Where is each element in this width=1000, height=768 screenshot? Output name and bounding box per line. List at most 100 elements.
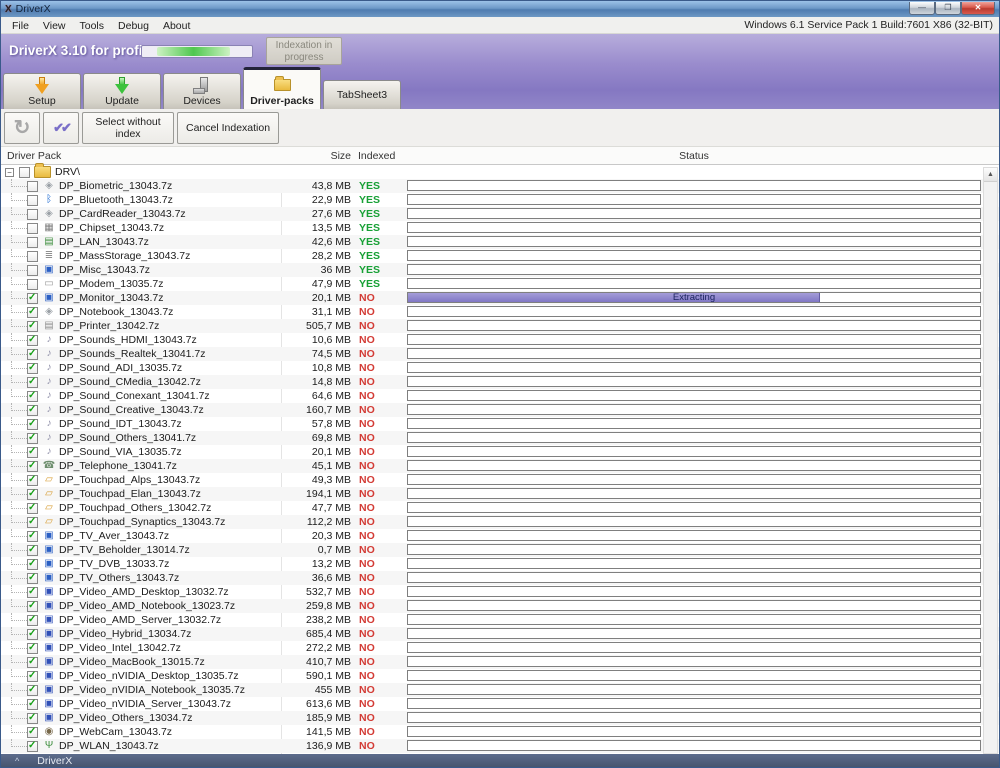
row-checkbox[interactable] <box>27 516 38 528</box>
table-row[interactable]: ▣ DP_Video_nVIDIA_Desktop_13035.7z 590,1 M… <box>1 668 999 683</box>
driver-pack-name[interactable]: DP_Video_nVIDIA_Desktop_13035.7z <box>59 670 239 682</box>
row-checkbox[interactable] <box>27 474 38 486</box>
collapse-caret-icon[interactable]: ^ <box>15 755 20 766</box>
driver-pack-name[interactable]: DP_WebCam_13043.7z <box>59 726 173 738</box>
column-header-driver-pack[interactable]: Driver Pack <box>7 150 62 162</box>
driver-pack-name[interactable]: DP_TV_Aver_13043.7z <box>59 530 170 542</box>
table-row[interactable]: ♪ DP_Sound_Others_13041.7z 69,8 MB NO <box>1 430 999 445</box>
table-row[interactable]: ▣ DP_Misc_13043.7z 36 MB YES <box>1 262 999 277</box>
table-row[interactable]: ♪ DP_Sounds_Realtek_13041.7z 74,5 MB NO <box>1 346 999 361</box>
driver-pack-name[interactable]: DP_WLAN_13043.7z <box>59 740 159 752</box>
table-row[interactable]: ▣ DP_Video_AMD_Server_13032.7z 238,2 MB NO <box>1 612 999 627</box>
tab-tabsheet3[interactable]: TabSheet3 <box>323 80 401 109</box>
menu-item-tools[interactable]: Tools <box>79 20 105 32</box>
driver-pack-name[interactable]: DP_Video_AMD_Server_13032.7z <box>59 614 222 626</box>
driver-pack-name[interactable]: DP_Sound_VIA_13035.7z <box>59 446 182 458</box>
row-checkbox[interactable] <box>27 320 38 332</box>
table-row[interactable]: ▱ DP_Touchpad_Alps_13043.7z 49,3 MB NO <box>1 472 999 487</box>
tab-setup[interactable]: Setup <box>3 73 81 109</box>
driver-pack-name[interactable]: DP_TV_Others_13043.7z <box>59 572 180 584</box>
driver-pack-name[interactable]: DP_Video_nVIDIA_Notebook_13035.7z <box>59 684 246 696</box>
row-checkbox[interactable] <box>27 628 38 640</box>
root-checkbox[interactable] <box>19 166 30 178</box>
driver-pack-name[interactable]: DP_Sound_Conexant_13041.7z <box>59 390 210 402</box>
vertical-scrollbar[interactable]: ▲ <box>983 167 998 754</box>
row-checkbox[interactable] <box>27 460 38 472</box>
row-checkbox[interactable] <box>27 740 38 752</box>
driver-pack-name[interactable]: DP_Sounds_Realtek_13041.7z <box>59 348 206 360</box>
menu-item-about[interactable]: About <box>162 20 191 32</box>
table-row[interactable]: ♪ DP_Sound_ADI_13035.7z 10,8 MB NO <box>1 360 999 375</box>
row-checkbox[interactable] <box>27 194 38 206</box>
driver-pack-name[interactable]: DP_Sound_Creative_13043.7z <box>59 404 204 416</box>
table-row[interactable]: ▣ DP_Monitor_13043.7z 20,1 MB NO Extracting <box>1 290 999 305</box>
column-header-size[interactable]: Size <box>330 150 351 162</box>
driver-pack-name[interactable]: DP_Sounds_HDMI_13043.7z <box>59 334 197 346</box>
table-row[interactable]: ▣ DP_TV_Others_13043.7z 36,6 MB NO <box>1 570 999 585</box>
table-row[interactable]: ♪ DP_Sound_CMedia_13042.7z 14,8 MB NO <box>1 374 999 389</box>
row-checkbox[interactable] <box>27 502 38 514</box>
driver-pack-name[interactable]: DP_Modem_13035.7z <box>59 278 164 290</box>
table-row[interactable]: ♪ DP_Sound_Conexant_13041.7z 64,6 MB NO <box>1 388 999 403</box>
column-header-status[interactable]: Status <box>679 150 709 162</box>
minimize-button[interactable]: — <box>909 2 935 15</box>
driver-pack-name[interactable]: DP_Video_nVIDIA_Server_13043.7z <box>59 698 232 710</box>
row-checkbox[interactable] <box>27 432 38 444</box>
driver-pack-name[interactable]: DP_Monitor_13043.7z <box>59 292 164 304</box>
row-checkbox[interactable] <box>27 222 38 234</box>
table-row[interactable]: ▣ DP_TV_DVB_13033.7z 13,2 MB NO <box>1 556 999 571</box>
row-checkbox[interactable] <box>27 348 38 360</box>
tab-update[interactable]: Update <box>83 73 161 109</box>
driver-pack-name[interactable]: DP_Video_AMD_Desktop_13032.7z <box>59 586 229 598</box>
row-checkbox[interactable] <box>27 250 38 262</box>
table-row[interactable]: ◈ DP_Biometric_13043.7z 43,8 MB YES <box>1 178 999 193</box>
driver-pack-name[interactable]: DP_Touchpad_Alps_13043.7z <box>59 474 201 486</box>
row-checkbox[interactable] <box>27 726 38 738</box>
row-checkbox[interactable] <box>27 586 38 598</box>
table-row[interactable]: ▱ DP_Touchpad_Elan_13043.7z 194,1 MB NO <box>1 486 999 501</box>
table-row[interactable]: ◈ DP_CardReader_13043.7z 27,6 MB YES <box>1 206 999 221</box>
row-checkbox[interactable] <box>27 362 38 374</box>
row-checkbox[interactable] <box>27 278 38 290</box>
table-row[interactable]: ▣ DP_Video_Hybrid_13034.7z 685,4 MB NO <box>1 626 999 641</box>
driver-pack-name[interactable]: DP_TV_DVB_13033.7z <box>59 558 170 570</box>
row-checkbox[interactable] <box>27 404 38 416</box>
row-checkbox[interactable] <box>27 670 38 682</box>
driver-pack-name[interactable]: DP_MassStorage_13043.7z <box>59 250 191 262</box>
table-row[interactable]: ◈ DP_Notebook_13043.7z 31,1 MB NO <box>1 304 999 319</box>
driver-pack-name[interactable]: DP_Sound_IDT_13043.7z <box>59 418 182 430</box>
row-checkbox[interactable] <box>27 292 38 304</box>
table-row[interactable]: ≣ DP_MassStorage_13043.7z 28,2 MB YES <box>1 248 999 263</box>
row-checkbox[interactable] <box>27 488 38 500</box>
driver-pack-name[interactable]: DP_Video_Others_13034.7z <box>59 712 193 724</box>
driver-pack-name[interactable]: DP_Touchpad_Others_13042.7z <box>59 502 212 514</box>
table-row[interactable]: ▤ DP_Printer_13042.7z 505,7 MB NO <box>1 318 999 333</box>
driver-pack-name[interactable]: DP_TV_Beholder_13014.7z <box>59 544 190 556</box>
row-checkbox[interactable] <box>27 600 38 612</box>
table-row[interactable]: Ψ DP_WLAN_13043.7z 136,9 MB NO <box>1 738 999 753</box>
table-row[interactable]: ♪ DP_Sound_VIA_13035.7z 20,1 MB NO <box>1 444 999 459</box>
row-checkbox[interactable] <box>27 418 38 430</box>
row-checkbox[interactable] <box>27 236 38 248</box>
menu-item-view[interactable]: View <box>42 20 66 32</box>
table-row[interactable]: ▣ DP_Video_AMD_Desktop_13032.7z 532,7 MB NO <box>1 584 999 599</box>
row-checkbox[interactable] <box>27 306 38 318</box>
table-row[interactable]: ᛒ DP_Bluetooth_13043.7z 22,9 MB YES <box>1 192 999 207</box>
row-checkbox[interactable] <box>27 530 38 542</box>
tab-driver-packs[interactable]: Driver-packs <box>243 67 321 109</box>
table-row[interactable]: ▣ DP_Video_Others_13034.7z 185,9 MB NO <box>1 710 999 725</box>
table-row[interactable]: ♪ DP_Sound_IDT_13043.7z 57,8 MB NO <box>1 416 999 431</box>
driver-pack-name[interactable]: DP_Telephone_13041.7z <box>59 460 177 472</box>
row-checkbox[interactable] <box>27 712 38 724</box>
table-row[interactable]: ▱ DP_Touchpad_Others_13042.7z 47,7 MB NO <box>1 500 999 515</box>
table-row[interactable]: ☎DP_Telephone_13041.7z 45,1 MB NO <box>1 458 999 473</box>
driver-pack-name[interactable]: DP_Sound_Others_13041.7z <box>59 432 197 444</box>
table-row[interactable]: ♪ DP_Sound_Creative_13043.7z 160,7 MB NO <box>1 402 999 417</box>
row-checkbox[interactable] <box>27 334 38 346</box>
driver-pack-name[interactable]: DP_Chipset_13043.7z <box>59 222 165 234</box>
row-checkbox[interactable] <box>27 180 38 192</box>
collapse-expander-icon[interactable]: − <box>5 167 14 177</box>
row-checkbox[interactable] <box>27 684 38 696</box>
row-checkbox[interactable] <box>27 642 38 654</box>
table-row[interactable]: ▱ DP_Touchpad_Synaptics_13043.7z 112,2 MB N… <box>1 514 999 529</box>
